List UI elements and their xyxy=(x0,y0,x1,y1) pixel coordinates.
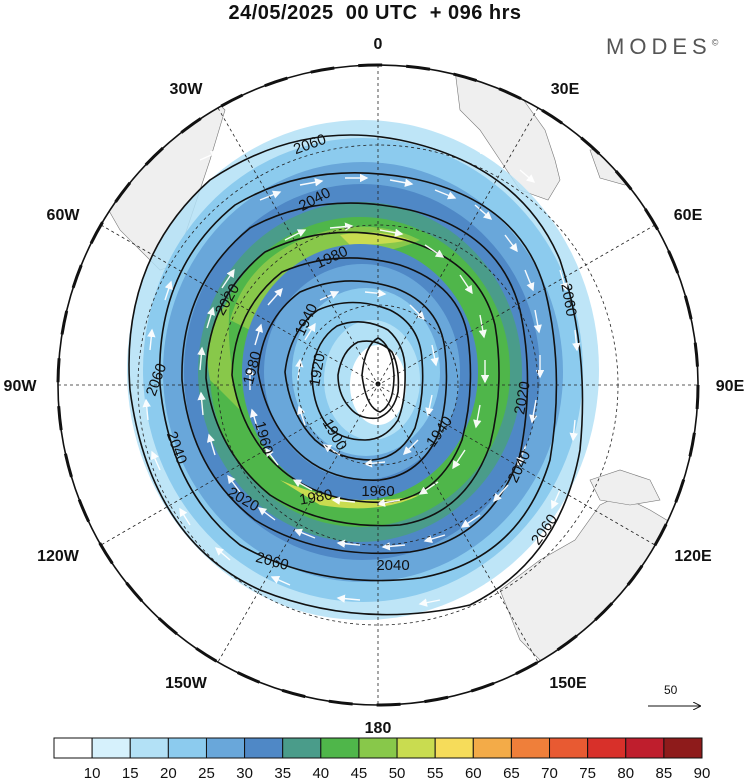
contour-label: 1920 xyxy=(306,352,329,388)
colorbar-tick-label: 70 xyxy=(541,765,558,782)
lon-label-180: 180 xyxy=(365,720,392,737)
colorbar-tick-label: 55 xyxy=(427,765,444,782)
colorbar-tick-label: 75 xyxy=(579,765,596,782)
colorbar-tick-label: 65 xyxy=(503,765,520,782)
lon-label-120w: 120W xyxy=(37,548,80,565)
lon-label-0: 0 xyxy=(374,36,383,53)
colorbar-swatch xyxy=(282,737,322,759)
colorbar-tick-label: 60 xyxy=(465,765,482,782)
colorbar-tick-label: 85 xyxy=(656,765,673,782)
colorbar-tick-label: 80 xyxy=(617,765,634,782)
lon-label-150e: 150E xyxy=(549,675,587,692)
colorbar-tick-label: 90 xyxy=(694,765,711,782)
graticule xyxy=(58,65,698,705)
longitude-labels: 0 30W 30E 60W 60E 90W 90E 120W 120E 150W… xyxy=(4,36,745,737)
brand-logo: MODES© xyxy=(606,34,719,59)
colorbar-swatch xyxy=(205,737,246,759)
colorbar-tick-label: 20 xyxy=(160,765,177,782)
lon-label-120e: 120E xyxy=(674,548,712,565)
colorbar-swatch xyxy=(472,737,512,759)
contour-label: 1960 xyxy=(361,483,394,500)
colorbar-swatch xyxy=(91,737,131,759)
contour-label: 2060 xyxy=(557,282,580,318)
colorbar-swatch xyxy=(625,737,665,759)
colorbar: 10 15 20 25 30 35 40 45 50 55 60 65 70 75 80 85 90 xyxy=(53,737,711,782)
colorbar-swatch xyxy=(53,737,93,759)
contour-label: 1980 xyxy=(298,486,334,509)
reference-vector-label: 50 xyxy=(664,683,678,697)
contour-label: 2020 xyxy=(511,380,534,416)
lon-label-30w: 30W xyxy=(170,81,204,98)
colorbar-swatch xyxy=(434,737,474,759)
colorbar-swatch xyxy=(358,737,398,759)
contour-label: 2040 xyxy=(376,557,409,574)
colorbar-swatch xyxy=(396,737,436,759)
colorbar-swatch xyxy=(244,737,284,759)
colorbar-swatch xyxy=(587,737,627,759)
lon-label-150w: 150W xyxy=(165,675,208,692)
lon-label-60w: 60W xyxy=(47,207,81,224)
map-title: 24/05/2025 00 UTC + 096 hrs xyxy=(228,2,522,24)
wind-vectors xyxy=(142,131,581,607)
lon-label-90w: 90W xyxy=(4,378,38,395)
colorbar-swatch xyxy=(663,737,703,759)
colorbar-swatch xyxy=(510,737,551,759)
colorbar-tick-label: 30 xyxy=(236,765,253,782)
lon-label-60e: 60E xyxy=(674,207,703,224)
map-content xyxy=(58,65,698,705)
lon-label-90e: 90E xyxy=(716,378,745,395)
colorbar-tick-label: 45 xyxy=(351,765,368,782)
colorbar-tick-label: 35 xyxy=(274,765,291,782)
colorbar-tick-label: 25 xyxy=(198,765,215,782)
colorbar-swatch xyxy=(320,737,360,759)
colorbar-tick-label: 50 xyxy=(389,765,406,782)
colorbar-tick-label: 40 xyxy=(312,765,329,782)
colorbar-swatch xyxy=(129,737,169,759)
colorbar-tick-label: 15 xyxy=(122,765,139,782)
colorbar-tick-label: 10 xyxy=(84,765,101,782)
map-boundary-dashes xyxy=(56,63,700,707)
colorbar-swatch xyxy=(549,737,589,759)
lon-label-30e: 30E xyxy=(551,81,580,98)
colorbar-swatch xyxy=(167,737,207,759)
